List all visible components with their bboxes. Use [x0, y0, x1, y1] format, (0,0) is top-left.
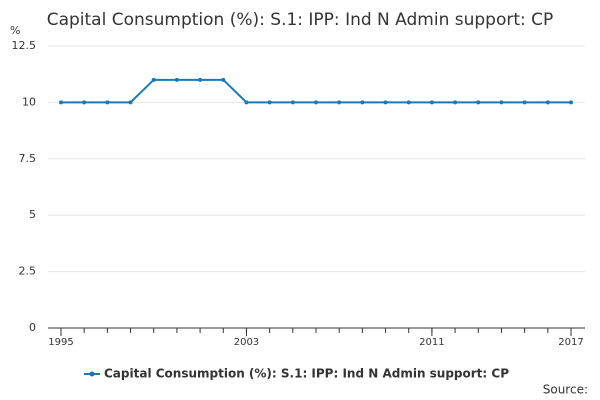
- data-point: [383, 100, 388, 105]
- x-tick-label: 1995: [48, 337, 73, 348]
- source: Source:: [543, 383, 588, 397]
- data-point: [337, 100, 342, 105]
- legend-label: Capital Consumption (%): S.1: IPP: Ind N…: [104, 367, 509, 381]
- data-point: [267, 100, 272, 105]
- data-point: [221, 77, 226, 82]
- x-tick-label: 2017: [558, 337, 583, 348]
- y-tick-label: 2.5: [19, 265, 37, 278]
- data-point: [522, 100, 527, 105]
- y-tick-label: 0: [29, 321, 36, 334]
- y-tick-label: 5: [29, 208, 36, 221]
- data-point: [499, 100, 504, 105]
- y-tick-label: 10: [22, 95, 36, 108]
- data-point: [406, 100, 411, 105]
- data-point: [151, 77, 156, 82]
- series-line: [61, 78, 571, 104]
- data-point: [569, 100, 573, 105]
- data-point: [453, 100, 458, 105]
- data-point: [198, 77, 203, 82]
- data-point: [105, 100, 110, 105]
- data-point: [244, 100, 249, 105]
- y-tick-label: 12.5: [12, 39, 37, 52]
- data-point: [82, 100, 87, 105]
- data-point: [476, 100, 481, 105]
- x-tick-label: 2003: [234, 337, 259, 348]
- y-axis-label: %: [10, 24, 20, 37]
- data-point: [429, 100, 434, 105]
- data-point: [314, 100, 318, 105]
- data-point: [290, 100, 295, 105]
- data-point: [360, 100, 365, 105]
- y-tick-label: 7.5: [19, 152, 37, 165]
- data-point: [59, 100, 63, 105]
- data-point: [545, 100, 550, 105]
- x-tick-label: 2011: [419, 337, 444, 348]
- data-point: [174, 77, 179, 82]
- legend-marker: [89, 371, 95, 377]
- data-point: [128, 100, 133, 105]
- chart-title: Capital Consumption (%): S.1: IPP: Ind N…: [47, 10, 554, 30]
